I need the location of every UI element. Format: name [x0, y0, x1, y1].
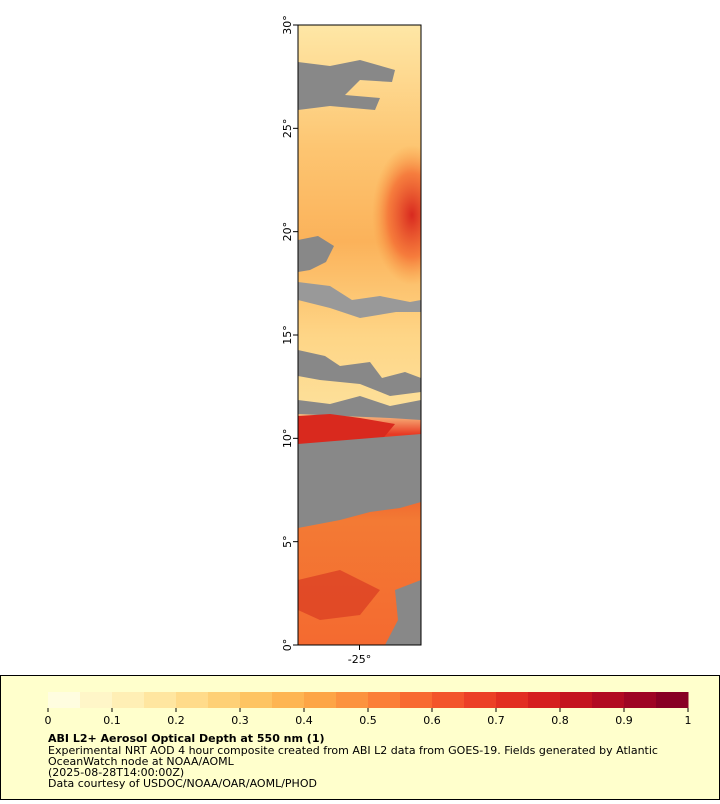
colorbar-swatch	[112, 692, 145, 708]
colorbar-tick-label: 0.9	[615, 714, 633, 727]
legend-line: Experimental NRT AOD 4 hour composite cr…	[48, 744, 658, 757]
no-data-area	[298, 396, 421, 420]
aod-field	[298, 25, 421, 645]
colorbar-tick-label: 0.5	[359, 714, 377, 727]
colorbar-tick-label: 0.4	[295, 714, 313, 727]
colorbar-swatch	[368, 692, 401, 708]
colorbar-tick-label: 0.1	[103, 714, 121, 727]
colorbar-swatch	[144, 692, 177, 708]
colorbar-swatch	[624, 692, 657, 708]
y-tick-label: 30°	[281, 15, 294, 35]
legend-line: Data courtesy of USDOC/NOAA/OAR/AOML/PHO…	[48, 777, 317, 790]
y-tick-label: 15°	[281, 325, 294, 345]
no-data-area	[298, 350, 421, 396]
legend-line: (2025-08-28T14:00:00Z)	[48, 766, 184, 779]
colorbar-swatch	[400, 692, 433, 708]
colorbar-swatch	[496, 692, 529, 708]
colorbar-swatch	[656, 692, 689, 708]
legend-title: ABI L2+ Aerosol Optical Depth at 550 nm …	[48, 732, 325, 745]
x-tick-label: -25°	[348, 653, 371, 666]
colorbar-tick-label: 0.3	[231, 714, 249, 727]
colorbar-tick-label: 0.6	[423, 714, 441, 727]
colorbar-swatch	[336, 692, 369, 708]
colorbar-swatch	[528, 692, 561, 708]
colorbar-tick-label: 0.8	[551, 714, 569, 727]
colorbar-swatch	[272, 692, 305, 708]
y-tick-label: 10°	[281, 429, 294, 449]
colorbar-swatch	[464, 692, 497, 708]
no-data-area	[298, 236, 334, 272]
y-tick-label: 20°	[281, 222, 294, 242]
colorbar-swatch	[592, 692, 625, 708]
colorbar-swatch	[48, 692, 81, 708]
y-tick-label: 5°	[281, 535, 294, 548]
dust-plume	[372, 145, 421, 285]
colorbar-tick-label: 0.7	[487, 714, 505, 727]
no-data-area	[298, 60, 395, 110]
colorbar-swatch	[208, 692, 241, 708]
no-data-area	[385, 580, 421, 645]
high-aod-patch	[298, 570, 380, 620]
no-data-area	[298, 434, 421, 528]
colorbar: 0 0.1 0.2 0.3 0.4 0.5 0.6 0.7 0.8 0.9 1	[45, 692, 692, 727]
colorbar-swatch	[560, 692, 593, 708]
y-tick-label: 0°	[281, 639, 294, 652]
colorbar-tick-label: 0.2	[167, 714, 185, 727]
colorbar-swatch	[80, 692, 113, 708]
colorbar-swatch	[240, 692, 273, 708]
colorbar-swatch	[304, 692, 337, 708]
no-data-area	[298, 282, 421, 318]
colorbar-tick-label: 1	[685, 714, 692, 727]
colorbar-swatch	[432, 692, 465, 708]
aod-background	[298, 25, 421, 645]
legend-line: OceanWatch node at NOAA/AOML	[48, 755, 235, 768]
high-aod-band	[298, 414, 395, 446]
y-tick-label: 25°	[281, 119, 294, 139]
colorbar-swatch	[176, 692, 209, 708]
axes: 0° 5° 10° 15° 20° 25° 30° -25°	[281, 15, 371, 666]
colorbar-tick-label: 0	[45, 714, 52, 727]
